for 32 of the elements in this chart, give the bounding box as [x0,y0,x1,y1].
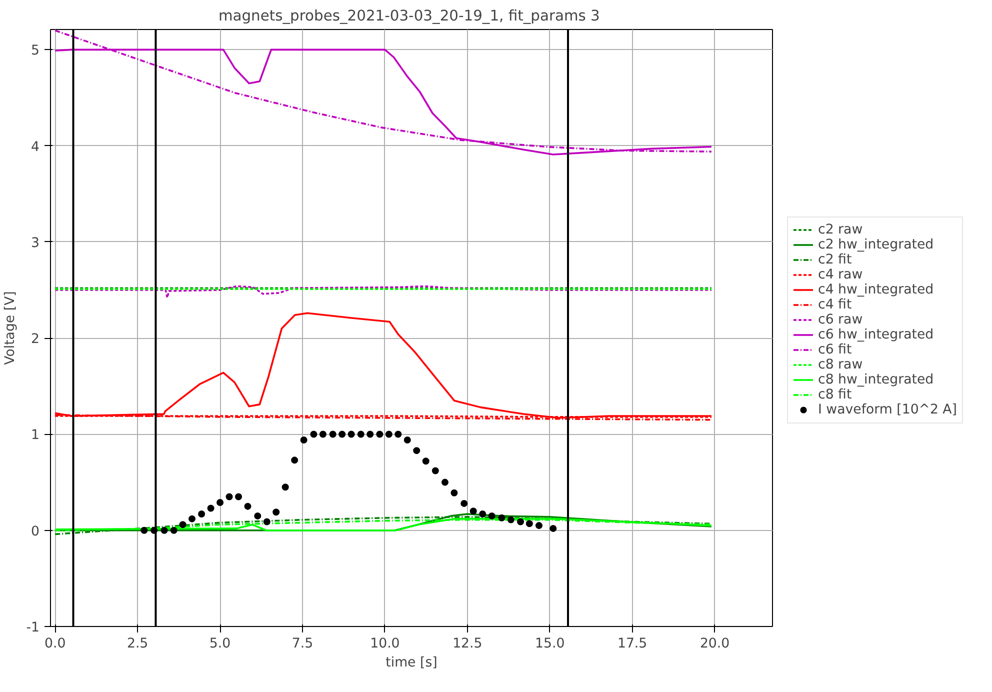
legend-label: c4 hw_integrated [818,282,934,297]
x-tick-label: 12.5 [452,636,482,652]
legend-label: c8 hw_integrated [818,372,934,387]
legend-label: c8 raw [818,357,863,372]
chart-title: magnets_probes_2021-03-03_20-19_1, fit_params 3 [218,8,600,24]
x-tick-label: 5.0 [209,636,231,652]
legend-label: I waveform [10^2 A] [818,402,957,417]
y-tick-label: 5 [31,44,40,59]
legend-label: c6 fit [818,342,852,357]
x-tick-label: 0.0 [44,636,66,652]
legend-label: c6 raw [818,312,863,327]
x-tick-label: 17.5 [617,636,648,652]
x-tick-label: 10.0 [370,636,400,652]
y-axis-title: Voltage [V] [3,291,18,365]
y-tick-label: -1 [26,620,40,636]
y-tick-label: 2 [31,332,40,348]
legend-label: c2 raw [818,222,863,237]
y-tick-label: 0 [31,524,40,540]
x-tick-label: 2.5 [126,636,148,652]
y-tick-label: 1 [31,428,40,444]
y-tick-label: 3 [31,236,40,251]
legend-label: c4 fit [818,297,852,312]
legend-label: c2 fit [818,252,852,267]
x-axis-title: time [s] [386,656,438,670]
x-tick-label: 15.0 [535,636,565,652]
legend-label: c8 fit [818,387,852,402]
y-tick-label: 4 [31,140,40,155]
x-tick-label: 7.5 [292,636,314,652]
x-tick-label: 20.0 [700,636,730,652]
legend-label: c4 raw [818,267,863,282]
legend-label: c2 hw_integrated [818,237,934,252]
legend-label: c6 hw_integrated [818,327,934,342]
